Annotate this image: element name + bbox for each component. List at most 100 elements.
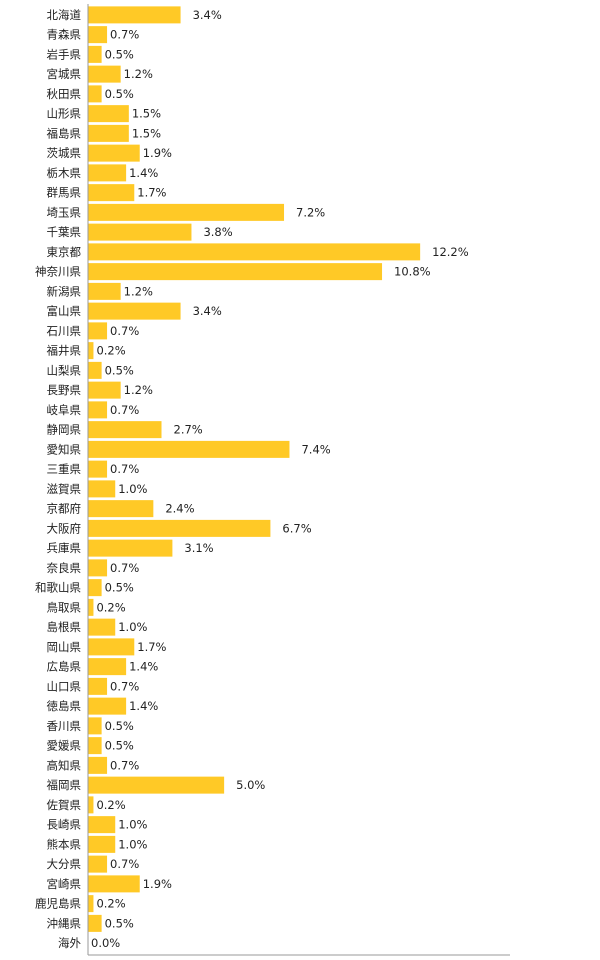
- category-label: 大阪府: [47, 521, 82, 535]
- category-label: 長崎県: [47, 818, 82, 832]
- category-label: 岩手県: [47, 47, 82, 61]
- bar: [88, 638, 135, 656]
- value-label: 1.4%: [129, 660, 158, 674]
- value-label: 0.2%: [96, 897, 125, 911]
- category-label: 静岡県: [47, 423, 82, 437]
- bar: [88, 737, 102, 755]
- value-label: 10.8%: [394, 265, 431, 279]
- bar: [88, 381, 121, 399]
- bar: [88, 914, 102, 932]
- category-label: 群馬県: [47, 186, 82, 200]
- value-label: 0.2%: [96, 344, 125, 358]
- bar: [88, 203, 285, 221]
- category-label: 兵庫県: [47, 541, 82, 555]
- value-label: 0.7%: [110, 324, 139, 338]
- bar: [88, 263, 383, 281]
- value-label: 12.2%: [432, 245, 469, 259]
- category-label: 徳島県: [47, 699, 82, 713]
- value-label: 2.7%: [174, 423, 203, 437]
- value-label: 0.7%: [110, 857, 139, 871]
- category-label: 三重県: [47, 462, 82, 476]
- value-label: 5.0%: [236, 778, 265, 792]
- bar: [88, 598, 94, 616]
- value-label: 0.5%: [105, 719, 134, 733]
- bar: [88, 440, 290, 458]
- bar: [88, 243, 421, 261]
- category-label: 熊本県: [47, 837, 82, 851]
- category-label: 鳥取県: [47, 600, 82, 614]
- value-label: 0.7%: [110, 462, 139, 476]
- value-label: 0.5%: [105, 739, 134, 753]
- bar: [88, 658, 127, 676]
- category-label: 長野県: [47, 383, 82, 397]
- value-label: 1.0%: [118, 818, 147, 832]
- value-label: 6.7%: [282, 521, 311, 535]
- category-label: 滋賀県: [47, 482, 82, 496]
- value-label: 3.4%: [193, 304, 222, 318]
- value-label: 1.4%: [129, 699, 158, 713]
- bar: [88, 677, 108, 695]
- bar: [88, 500, 154, 518]
- bar: [88, 45, 102, 63]
- category-label: 福島県: [47, 126, 82, 140]
- category-label: 愛知県: [47, 442, 82, 456]
- bar: [88, 361, 102, 379]
- value-label: 3.8%: [203, 225, 232, 239]
- value-label: 0.0%: [91, 936, 120, 950]
- category-label: 福岡県: [47, 778, 82, 792]
- value-label: 3.1%: [184, 541, 213, 555]
- category-label: 広島県: [47, 660, 82, 674]
- bars-group: [88, 6, 421, 932]
- bar: [88, 776, 225, 794]
- bar: [88, 835, 116, 853]
- value-labels-group: 3.4% 0.7% 0.5% 1.2% 0.5% 1.5% 1.5% 1.9% 1.4% 1.7%…: [91, 8, 469, 950]
- bar: [88, 618, 116, 636]
- category-label: 新潟県: [47, 284, 82, 298]
- category-label: 宮崎県: [47, 877, 82, 891]
- bar: [88, 579, 102, 597]
- category-label: 岐阜県: [47, 403, 82, 417]
- category-label: 岡山県: [47, 640, 82, 654]
- bar: [88, 85, 102, 103]
- bar: [88, 6, 181, 24]
- bar: [88, 717, 102, 735]
- category-label: 東京都: [47, 245, 82, 259]
- category-label: 北海道: [47, 8, 82, 22]
- value-label: 0.2%: [96, 600, 125, 614]
- category-label: 鹿児島県: [35, 897, 81, 911]
- bar: [88, 342, 94, 360]
- category-label: 宮城県: [47, 67, 82, 81]
- bar: [88, 559, 108, 577]
- category-label: 福井県: [47, 344, 82, 358]
- bar: [88, 65, 121, 83]
- bar: [88, 421, 162, 439]
- bar: [88, 164, 127, 182]
- category-label: 佐賀県: [47, 798, 82, 812]
- value-label: 2.4%: [165, 502, 194, 516]
- category-label: 愛媛県: [47, 739, 82, 753]
- value-label: 1.5%: [132, 107, 161, 121]
- category-label: 千葉県: [47, 225, 82, 239]
- category-label: 和歌山県: [35, 581, 81, 595]
- value-label: 0.5%: [105, 363, 134, 377]
- bar: [88, 460, 108, 478]
- category-label: 茨城県: [47, 146, 82, 160]
- category-label: 香川県: [47, 719, 82, 733]
- bar: [88, 816, 116, 834]
- category-label: 神奈川県: [35, 265, 81, 279]
- value-label: 1.9%: [143, 146, 172, 160]
- category-label: 高知県: [47, 758, 82, 772]
- category-label: 山形県: [47, 107, 82, 121]
- value-label: 0.5%: [105, 87, 134, 101]
- category-label: 奈良県: [47, 561, 82, 575]
- bar: [88, 539, 173, 557]
- value-label: 1.2%: [124, 284, 153, 298]
- value-label: 0.2%: [96, 798, 125, 812]
- category-label: 秋田県: [47, 87, 82, 101]
- category-label: 大分県: [47, 857, 82, 871]
- value-label: 1.7%: [137, 186, 166, 200]
- bar: [88, 895, 94, 913]
- bar: [88, 184, 135, 202]
- bar: [88, 519, 271, 537]
